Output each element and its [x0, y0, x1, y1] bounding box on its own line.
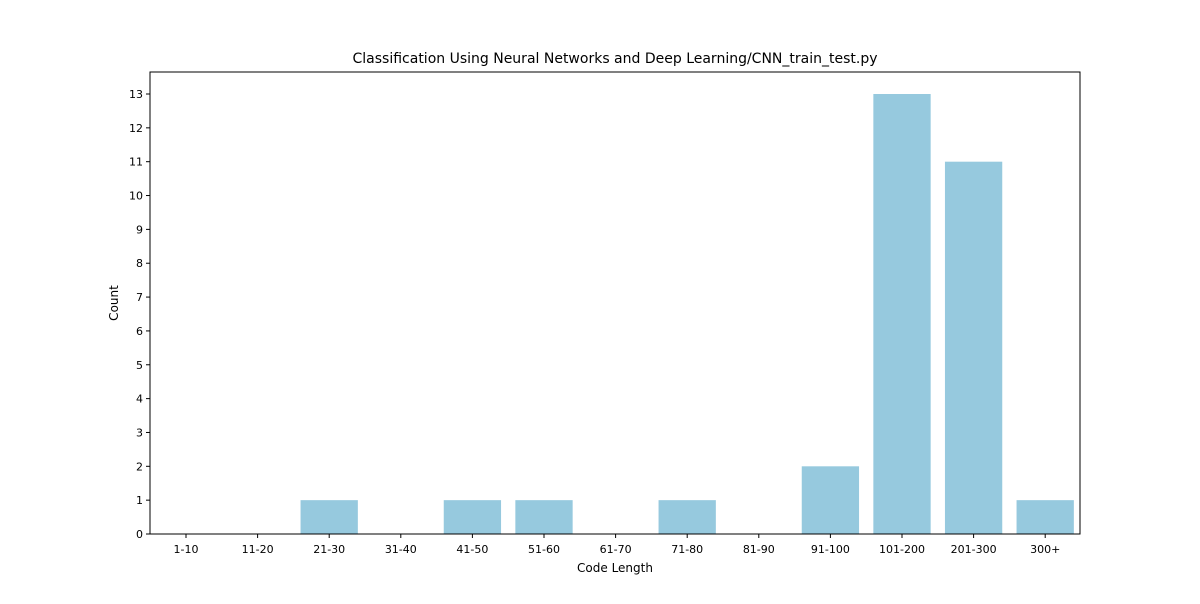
y-tick-label: 13	[129, 88, 143, 101]
x-tick-label: 91-100	[811, 543, 850, 556]
x-tick-label: 71-80	[671, 543, 703, 556]
y-tick-label: 11	[129, 156, 143, 169]
y-tick-label: 2	[136, 460, 143, 473]
bar-21-30	[300, 500, 358, 534]
y-tick-label: 12	[129, 122, 143, 135]
y-tick-label: 10	[129, 190, 143, 203]
y-tick-label: 7	[136, 291, 143, 304]
bar-91-100	[801, 466, 860, 534]
x-tick-label: 11-20	[242, 543, 274, 556]
chart-title: Classification Using Neural Networks and…	[353, 51, 878, 67]
x-tick-label: 61-70	[600, 543, 632, 556]
bar-300+	[1016, 500, 1074, 534]
x-tick-label: 51-60	[528, 543, 560, 556]
y-tick-label: 9	[136, 223, 143, 236]
y-axis-label: Count	[107, 285, 121, 321]
plot-frame	[149, 71, 1081, 535]
y-tick-label: 8	[136, 257, 143, 270]
bars-layer	[300, 94, 1074, 534]
bar-201-300	[944, 161, 1003, 534]
x-tick-label: 81-90	[743, 543, 775, 556]
bar-71-80	[658, 500, 716, 534]
x-tick-label: 41-50	[456, 543, 488, 556]
y-tick-label: 1	[136, 494, 143, 507]
y-tick-label: 0	[136, 528, 143, 541]
x-tick-label: 300+	[1030, 543, 1060, 556]
y-tick-label: 3	[136, 426, 143, 439]
x-tick-label: 21-30	[313, 543, 345, 556]
y-tick-label: 5	[136, 359, 143, 372]
x-axis-ticks: 1-10 11-20 21-30 31-40 41-50 51-60 61-70 71-80 8…	[174, 534, 1060, 556]
x-axis-label: Code Length	[577, 561, 653, 575]
x-tick-label: 101-200	[879, 543, 925, 556]
bar-101-200	[873, 94, 931, 534]
x-tick-label: 1-10	[174, 543, 199, 556]
bar-41-50	[443, 500, 502, 534]
y-tick-label: 4	[136, 393, 143, 406]
bar-51-60	[515, 500, 573, 534]
x-tick-label: 201-300	[951, 543, 997, 556]
x-tick-label: 31-40	[385, 543, 417, 556]
y-tick-label: 6	[136, 325, 143, 338]
